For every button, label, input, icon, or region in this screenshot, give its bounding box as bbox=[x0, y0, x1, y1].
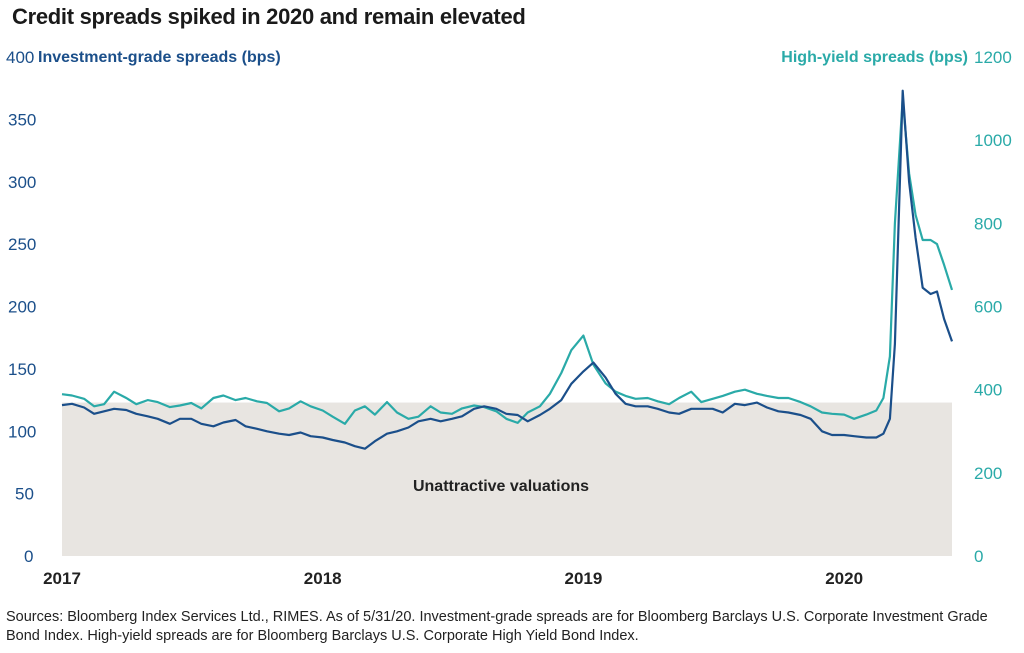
right-tick-label: 1200 bbox=[974, 48, 1012, 67]
x-tick-label: 2017 bbox=[43, 569, 81, 588]
right-tick-label: 1000 bbox=[974, 131, 1012, 150]
left-tick-label: 300 bbox=[8, 173, 36, 192]
unattractive-valuations-band bbox=[62, 402, 952, 556]
right-tick-label: 400 bbox=[974, 381, 1002, 400]
x-tick-label: 2020 bbox=[825, 569, 863, 588]
left-axis-ticks: 0 50 100 150 200 250 300 350 400 bbox=[6, 48, 36, 566]
left-tick-label: 250 bbox=[8, 235, 36, 254]
left-axis-label: Investment-grade spreads (bps) bbox=[38, 49, 281, 66]
left-tick-label: 0 bbox=[24, 547, 33, 566]
source-note: Sources: Bloomberg Index Services Ltd., … bbox=[6, 609, 988, 644]
x-axis-ticks: 2017 2018 2019 2020 bbox=[43, 569, 863, 588]
chart-title: Credit spreads spiked in 2020 and remain… bbox=[12, 4, 526, 29]
left-tick-label: 400 bbox=[6, 48, 34, 67]
left-tick-label: 200 bbox=[8, 298, 36, 317]
left-tick-label: 100 bbox=[8, 422, 36, 441]
left-tick-label: 150 bbox=[8, 360, 36, 379]
band-label: Unattractive valuations bbox=[413, 478, 589, 495]
credit-spreads-chart: Unattractive valuations Investment-grade… bbox=[6, 48, 1012, 588]
right-axis-ticks: 0 200 400 600 800 1000 1200 bbox=[974, 48, 1012, 566]
series-line-high-yield bbox=[61, 97, 954, 425]
right-tick-label: 600 bbox=[974, 298, 1002, 317]
series-line-investment-grade bbox=[61, 89, 954, 450]
right-tick-label: 200 bbox=[974, 464, 1002, 483]
right-tick-label: 800 bbox=[974, 214, 1002, 233]
left-tick-label: 50 bbox=[15, 485, 34, 504]
x-tick-label: 2018 bbox=[304, 569, 342, 588]
right-tick-label: 0 bbox=[974, 547, 983, 566]
left-tick-label: 350 bbox=[8, 110, 36, 129]
x-tick-label: 2019 bbox=[565, 569, 603, 588]
right-axis-label: High-yield spreads (bps) bbox=[781, 49, 968, 66]
